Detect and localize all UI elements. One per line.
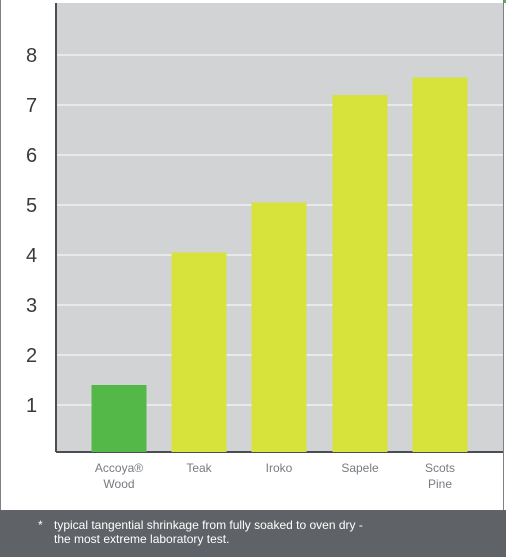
y-axis-ticks: 1 2 3 4 5 6 7 8 [26,45,37,417]
bar-0 [91,385,147,452]
footnote: * typical tangential shrinkage from full… [0,510,506,557]
x-tick-label: Scots [425,461,455,475]
bar-1 [171,252,227,452]
x-tick-label: Wood [103,477,134,491]
x-tick-label: Pine [428,477,452,491]
bar-2 [251,202,307,452]
chart-frame: 1 2 3 4 5 6 7 8 Accoya® Wood Teak Iroko Sapele Scots… [0,0,504,510]
x-tick-label: Teak [186,461,212,475]
footnote-marker: * [38,518,43,532]
y-tick-label: 5 [26,195,37,217]
x-tick-label: Sapele [341,461,379,475]
x-tick-label: Iroko [266,461,293,475]
y-tick-label: 3 [26,295,37,317]
bar-3 [332,95,388,452]
x-tick-label: Accoya® [95,461,143,475]
y-tick-label: 6 [26,145,37,167]
footnote-line-1: typical tangential shrinkage from fully … [54,518,363,532]
bars [91,77,468,452]
y-tick-label: 7 [26,95,37,117]
footnote-text: typical tangential shrinkage from fully … [54,518,474,546]
bar-4 [412,77,468,452]
footnote-line-2: the most extreme laboratory test. [54,532,230,546]
y-tick-label: 1 [26,395,37,417]
bar-chart: 1 2 3 4 5 6 7 8 Accoya® Wood Teak Iroko Sapele Scots… [26,3,503,491]
y-tick-label: 4 [26,245,37,267]
y-tick-label: 2 [26,345,37,367]
x-axis-labels: Accoya® Wood Teak Iroko Sapele Scots Pine [95,461,455,491]
y-tick-label: 8 [26,45,37,67]
